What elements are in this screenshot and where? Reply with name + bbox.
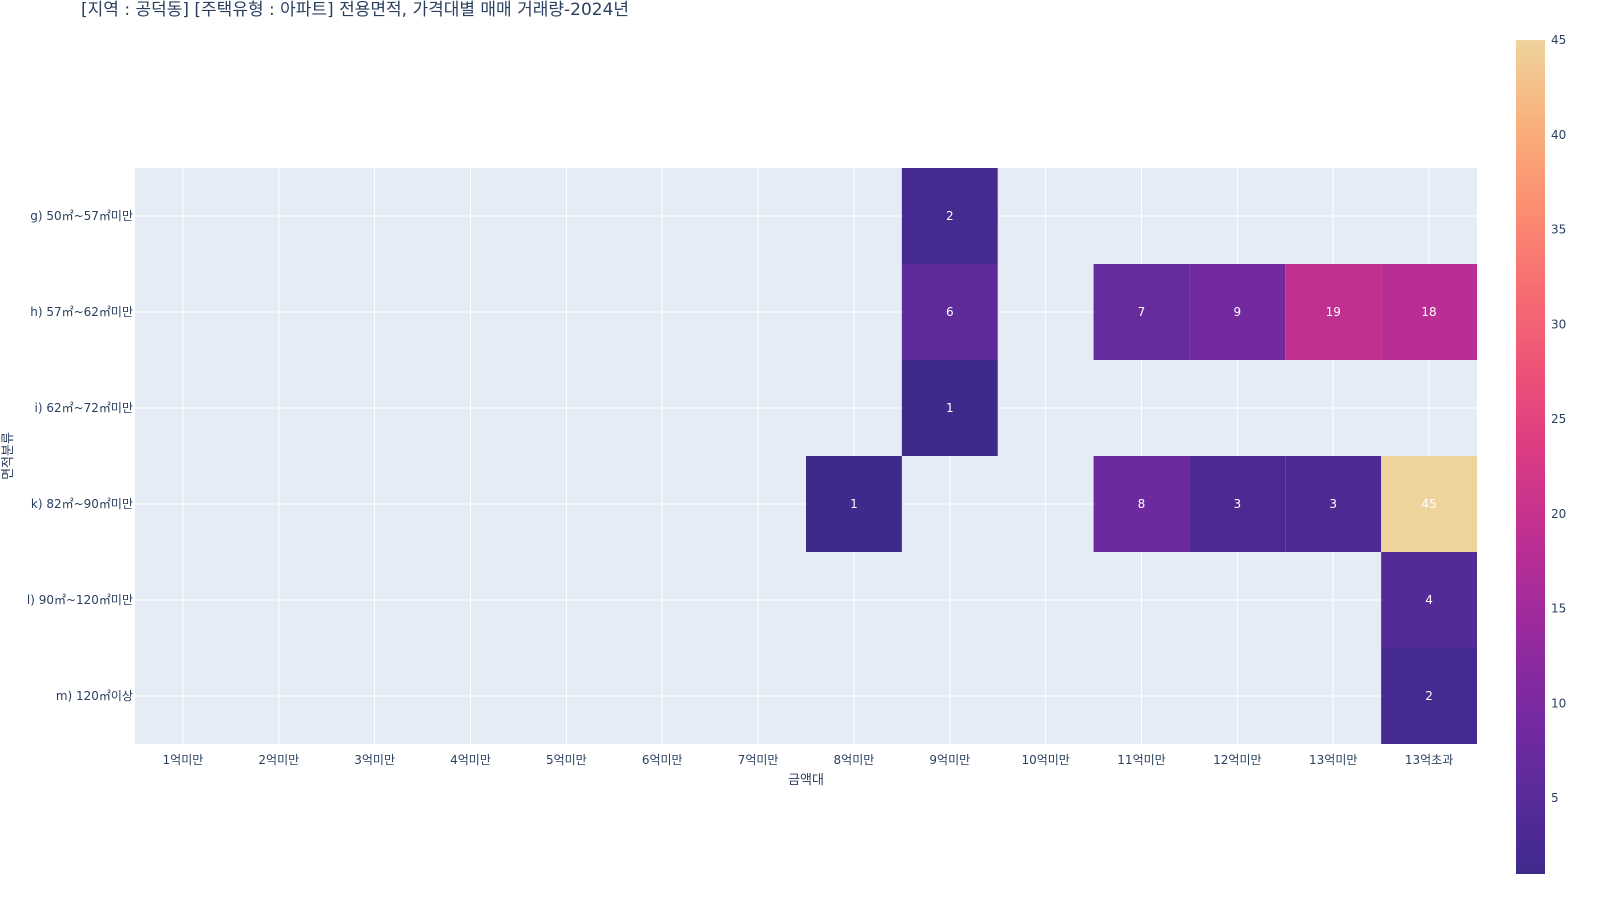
x-tick-label: 2억미만 <box>258 753 299 767</box>
colorbar-tick-label: 5 <box>1551 791 1559 805</box>
y-axis-title: 면적분류 <box>1 432 16 480</box>
cell-value-label: 18 <box>1421 305 1436 319</box>
x-tick-label: 3억미만 <box>354 753 395 767</box>
x-tick-label: 12억미만 <box>1213 753 1261 767</box>
x-tick-label: 13억미만 <box>1309 753 1357 767</box>
y-axis-ticks: g) 50㎡~57㎡미만 h) 57㎡~62㎡미만 i) 62㎡~72㎡미만 k) 8… <box>27 209 133 703</box>
heatmap-cell <box>1189 456 1286 552</box>
cell-value-label: 6 <box>946 305 954 319</box>
x-tick-label: 9억미만 <box>929 753 970 767</box>
cell-value-label: 9 <box>1234 305 1242 319</box>
cell-value-label: 2 <box>1425 689 1433 703</box>
heatmap-cell <box>1381 456 1477 552</box>
heatmap-cell <box>1381 264 1477 360</box>
colorbar-tick-label: 35 <box>1551 223 1566 237</box>
cell-value-label: 1 <box>946 401 954 415</box>
cell-value-label: 8 <box>1138 497 1146 511</box>
cell-value-label: 7 <box>1138 305 1146 319</box>
y-tick-label: h) 57㎡~62㎡미만 <box>30 305 133 319</box>
x-tick-label: 5억미만 <box>546 753 587 767</box>
x-axis-title: 금액대 <box>788 773 824 788</box>
heatmap-cell <box>901 360 998 456</box>
colorbar-tick-label: 25 <box>1551 412 1566 426</box>
chart-title: [지역 : 공덕동] [주택유형 : 아파트] 전용면적, 가격대별 매매 거래… <box>81 0 629 20</box>
colorbar-tick-label: 45 <box>1551 33 1566 47</box>
heatmap-cell <box>1285 264 1382 360</box>
y-tick-label: k) 82㎡~90㎡미만 <box>31 497 133 511</box>
colorbar-tick-label: 15 <box>1551 602 1566 616</box>
cell-value-label: 1 <box>850 497 858 511</box>
y-tick-label: m) 120㎡이상 <box>56 689 133 703</box>
colorbar-ticks: 5 10 15 20 25 30 35 40 45 <box>1551 33 1566 805</box>
cell-value-label: 4 <box>1425 593 1433 607</box>
cell-value-label: 3 <box>1329 497 1337 511</box>
heatmap-cell <box>901 168 998 264</box>
heatmap-cell <box>806 456 902 552</box>
x-tick-label: 10억미만 <box>1021 753 1069 767</box>
y-tick-label: i) 62㎡~72㎡미만 <box>34 401 133 415</box>
x-tick-label: 13억초과 <box>1405 753 1453 767</box>
heatmap-cell <box>1093 456 1190 552</box>
x-tick-label: 1억미만 <box>163 753 204 767</box>
heatmap-cell <box>1189 264 1286 360</box>
colorbar-tick-label: 20 <box>1551 507 1566 521</box>
colorbar-tick-label: 10 <box>1551 696 1566 710</box>
heatmap-cell <box>901 264 998 360</box>
cell-value-label: 2 <box>946 209 954 223</box>
cell-value-label: 19 <box>1326 305 1341 319</box>
y-tick-label: g) 50㎡~57㎡미만 <box>30 209 133 223</box>
heatmap-cell <box>1285 456 1382 552</box>
x-tick-label: 11억미만 <box>1117 753 1165 767</box>
x-axis-ticks: 1억미만 2억미만 3억미만 4억미만 5억미만 6억미만 7억미만 8억미만 9억미만 10억미… <box>163 753 1454 767</box>
colorbar-tick-label: 30 <box>1551 317 1566 331</box>
cell-value-label: 3 <box>1234 497 1242 511</box>
x-tick-label: 4억미만 <box>450 753 491 767</box>
colorbar <box>1516 40 1545 874</box>
x-tick-label: 7억미만 <box>738 753 779 767</box>
cell-value-label: 45 <box>1421 497 1436 511</box>
colorbar-tick-label: 40 <box>1551 128 1566 142</box>
heatmap-cell <box>1093 264 1190 360</box>
heatmap-cell <box>1381 648 1477 744</box>
x-tick-label: 6억미만 <box>642 753 683 767</box>
y-tick-label: l) 90㎡~120㎡미만 <box>27 593 133 607</box>
x-tick-label: 8억미만 <box>834 753 875 767</box>
heatmap-cell <box>1381 552 1477 648</box>
